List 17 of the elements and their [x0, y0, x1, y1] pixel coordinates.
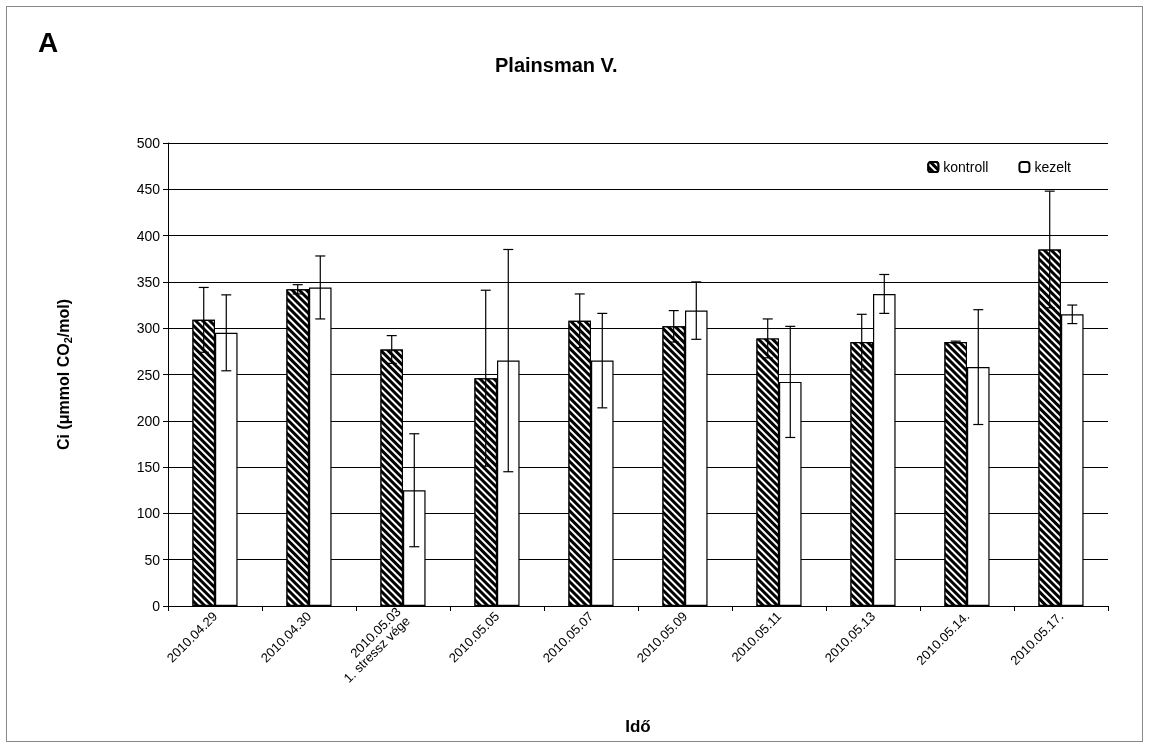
y-tick-label: 100: [136, 505, 161, 522]
y-tick-label: 300: [136, 320, 161, 337]
y-tick-label: 350: [136, 273, 161, 290]
legend-label: kezelt: [1034, 159, 1072, 175]
y-tick-label: 0: [152, 598, 161, 614]
y-tick-label: 200: [136, 412, 161, 429]
y-tick-label: 500: [136, 135, 161, 151]
y-tick-label: 450: [136, 181, 161, 198]
legend-label: kontroll: [943, 159, 989, 175]
y-axis-title: Ci (μmmol CO2/mol): [55, 298, 74, 451]
y-tick-label: 400: [136, 227, 161, 244]
x-axis-title: Idő: [625, 717, 651, 736]
y-tick-label: 150: [136, 459, 161, 476]
y-tick-label: 250: [136, 366, 161, 383]
y-tick-label: 50: [144, 551, 161, 568]
chart-title: Plainsman V.: [495, 54, 618, 76]
text: A: [38, 26, 59, 58]
